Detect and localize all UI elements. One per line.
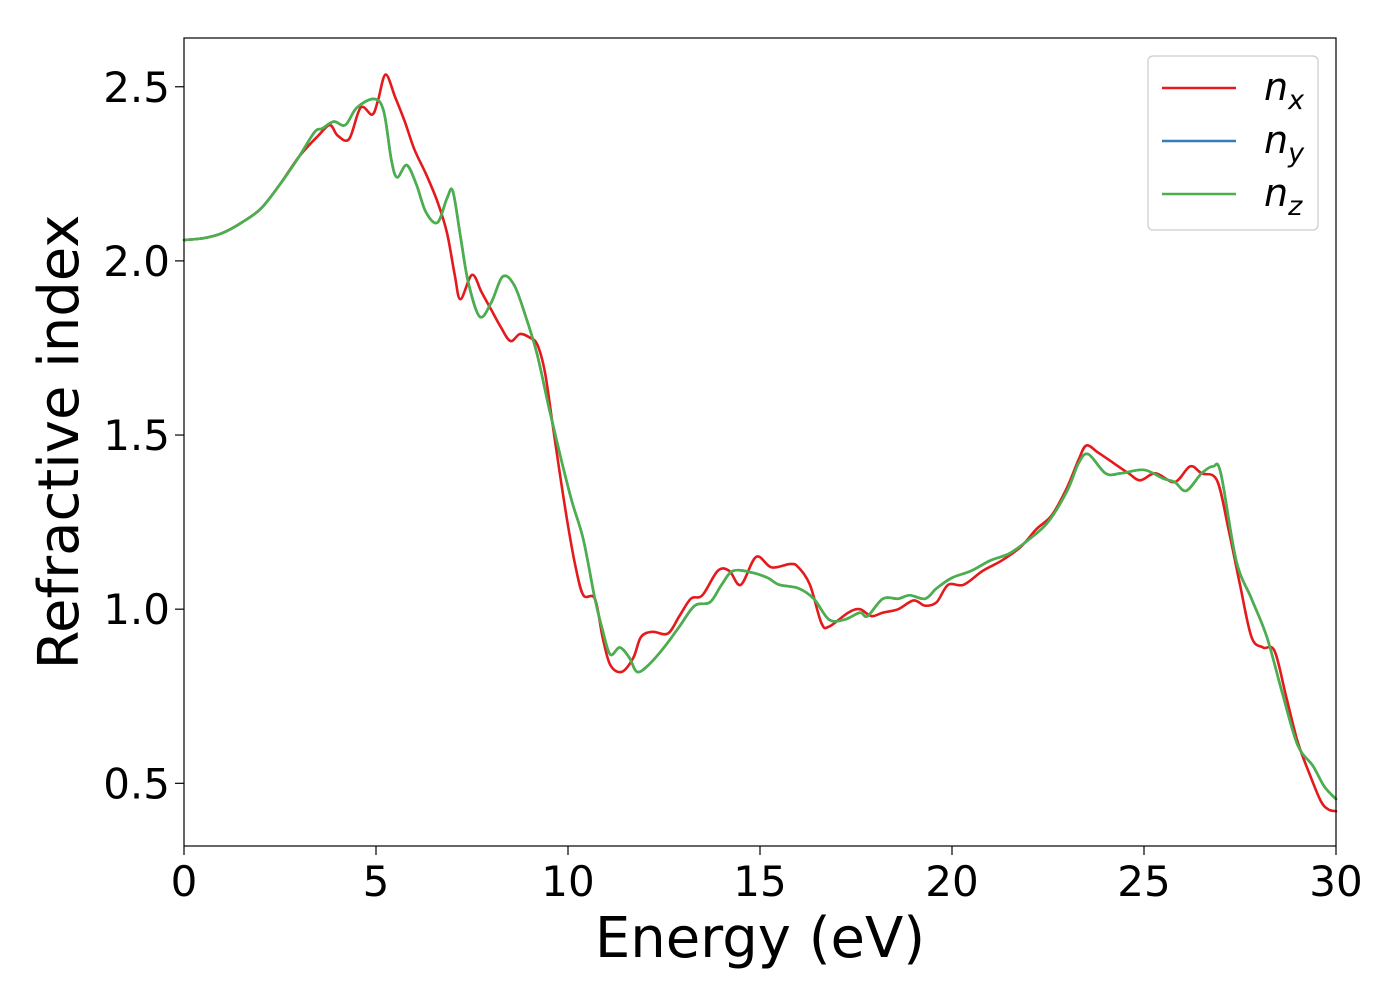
- y-axis-label: Refractive index: [27, 215, 92, 670]
- y-tick-label: 0.5: [103, 759, 170, 808]
- x-tick-label: 10: [541, 857, 594, 906]
- series-line-x: [182, 73, 1338, 813]
- x-tick-label: 25: [1117, 857, 1170, 906]
- legend-subscript: y: [1287, 138, 1305, 169]
- plot-background: [184, 38, 1336, 846]
- legend-box: [1147, 55, 1319, 231]
- x-tick-label: 20: [925, 857, 978, 906]
- y-axis-ticks: 0.5 1.0 1.5 2.0 2.5: [103, 63, 184, 808]
- legend-subscript: x: [1287, 85, 1305, 116]
- legend-subscript: z: [1287, 191, 1303, 222]
- series-line-z: [182, 97, 1338, 801]
- x-tick-label: 5: [363, 857, 390, 906]
- x-tick-label: 0: [171, 857, 198, 906]
- x-tick-label: 30: [1309, 857, 1362, 906]
- y-tick-label: 2.0: [103, 237, 170, 286]
- x-axis-label: Energy (eV): [595, 906, 925, 971]
- x-axis-ticks: 0 5 10 15 20 25 30: [171, 846, 1363, 906]
- y-tick-label: 2.5: [103, 63, 170, 112]
- x-tick-label: 15: [733, 857, 786, 906]
- y-tick-label: 1.0: [103, 585, 170, 634]
- y-tick-label: 1.5: [103, 411, 170, 460]
- series-layer: [182, 73, 1338, 813]
